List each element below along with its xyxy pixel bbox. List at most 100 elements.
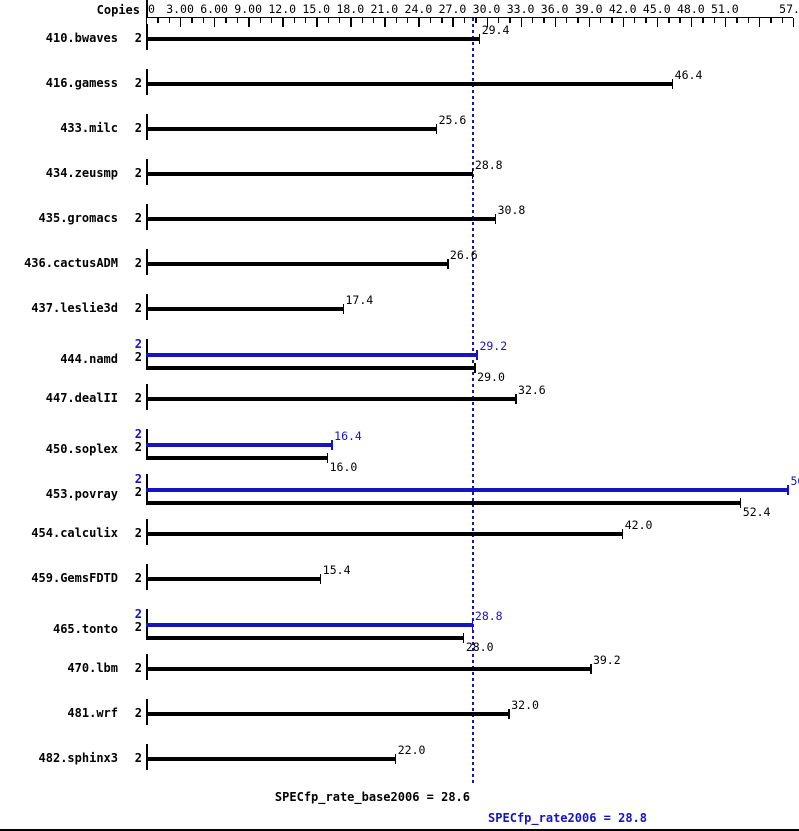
benchmark-name-459.GemsFDTD: 459.GemsFDTD <box>31 571 118 585</box>
minor-tick-8 <box>236 18 239 23</box>
bar-base-433.milc <box>146 124 438 134</box>
benchmark-name-416.gamess: 416.gamess <box>45 76 118 90</box>
minor-tick-22 <box>395 18 398 23</box>
value-label-base-410.bwaves: 29.4 <box>481 23 510 37</box>
copies-value-410.bwaves-base: 2 <box>134 31 142 45</box>
bar-stem <box>146 307 344 311</box>
bar-stem <box>146 353 478 357</box>
copies-value-450.soplex-base: 2 <box>134 440 142 454</box>
benchmark-name-447.dealII: 447.dealII <box>45 391 118 405</box>
x-axis-label-6: 6.00 <box>200 2 228 16</box>
bar-end-cap <box>589 664 592 674</box>
value-label-base-416.gamess: 46.4 <box>674 68 703 82</box>
x-axis-line <box>146 17 793 19</box>
major-tick-0 <box>146 18 148 27</box>
bar-peak-444.namd <box>146 350 479 360</box>
copies-value-459.GemsFDTD-base: 2 <box>134 571 142 585</box>
copies-value-450.soplex-peak: 2 <box>134 427 142 441</box>
benchmark-row: 437.leslie3d 2 17.4 <box>0 293 799 339</box>
major-tick-48 <box>690 18 693 27</box>
bar-end-cap <box>471 169 474 179</box>
copies-value-434.zeusmp-base: 2 <box>134 166 142 180</box>
x-axis-label-33: 33.0 <box>506 2 535 16</box>
value-label-base-437.leslie3d: 17.4 <box>345 293 374 307</box>
copies-value-465.tonto-base: 2 <box>134 620 142 634</box>
copies-value-435.gromacs-base: 2 <box>134 211 142 225</box>
bar-base-437.leslie3d <box>146 304 345 314</box>
minor-tick-31 <box>497 18 500 23</box>
bar-stem <box>146 172 473 176</box>
bar-end-cap <box>474 363 476 373</box>
value-label-base-454.calculix: 42.0 <box>624 518 653 532</box>
minor-tick-25 <box>429 18 432 23</box>
major-tick-24 <box>418 18 420 27</box>
bar-end-cap <box>671 79 674 89</box>
value-label-base-447.dealII: 32.6 <box>518 383 546 397</box>
major-tick-51 <box>724 18 727 27</box>
minor-tick-10 <box>259 18 261 23</box>
value-label-base-453.povray: 52.4 <box>742 505 771 519</box>
benchmark-row: 465.tonto 2 28.8 2 28.0 <box>0 607 799 654</box>
bar-stem <box>146 37 480 41</box>
value-label-peak-444.namd: 29.2 <box>479 339 508 353</box>
minor-tick-26 <box>441 18 443 23</box>
minor-tick-56 <box>781 18 784 23</box>
major-tick-3 <box>180 18 182 27</box>
minor-tick-43 <box>634 18 636 23</box>
value-label-peak-465.tonto: 28.8 <box>474 609 503 623</box>
bar-base-435.gromacs <box>146 214 497 224</box>
minor-tick-2 <box>168 18 171 23</box>
bar-stem <box>146 217 496 221</box>
bar-stem <box>146 397 517 401</box>
benchmark-row: 435.gromacs 2 30.8 <box>0 203 799 249</box>
minor-tick-11 <box>270 18 273 23</box>
bar-stem <box>146 488 789 492</box>
x-axis-label-39: 39.0 <box>574 2 603 16</box>
bar-base-454.calculix <box>146 529 624 539</box>
minor-tick-1 <box>157 18 159 23</box>
bar-end-cap <box>462 633 465 643</box>
value-label-base-482.sphinx3: 22.0 <box>397 743 426 757</box>
benchmark-row: 481.wrf 2 32.0 <box>0 698 799 744</box>
minor-tick-37 <box>565 18 568 23</box>
bar-stem <box>146 757 396 761</box>
minor-tick-41 <box>611 18 613 23</box>
minor-tick-7 <box>225 18 227 23</box>
value-label-base-444.namd: 29.0 <box>477 370 505 384</box>
bar-end-cap <box>739 498 742 508</box>
minor-tick-49 <box>702 18 704 23</box>
benchmark-name-470.lbm: 470.lbm <box>67 661 118 675</box>
copies-column-header: Copies <box>96 3 140 17</box>
benchmark-row: 410.bwaves 2 29.4 <box>0 23 799 69</box>
benchmark-row: 444.namd 2 29.2 2 29.0 <box>0 337 799 384</box>
x-axis-tick-labels: 0 3.00 6.00 9.00 12.0 15.0 18.0 21.0 24.0 27.0 30.… <box>0 2 799 16</box>
minor-tick-19 <box>361 18 364 23</box>
major-tick-18 <box>350 18 352 27</box>
minor-tick-20 <box>373 18 375 23</box>
copies-value-453.povray-base: 2 <box>134 485 142 499</box>
bar-end-cap <box>471 620 474 630</box>
benchmark-row: 416.gamess 2 46.4 <box>0 68 799 114</box>
major-tick-45 <box>656 18 659 27</box>
major-tick-57 <box>793 18 795 27</box>
bar-end-cap <box>476 350 479 360</box>
bar-end-cap <box>331 440 333 450</box>
bar-base-470.lbm <box>146 664 592 674</box>
bar-stem <box>146 712 510 716</box>
x-axis-label-12: 12.0 <box>268 2 297 16</box>
major-tick-54 <box>758 18 761 27</box>
x-axis-label-57: 57.0 <box>779 2 799 16</box>
y-axis-line <box>146 0 148 17</box>
x-axis-label-24: 24.0 <box>404 2 433 16</box>
major-tick-33 <box>520 18 522 27</box>
bar-stem <box>146 577 321 581</box>
bar-peak-465.tonto <box>146 620 474 630</box>
minor-tick-29 <box>475 18 477 23</box>
benchmark-row: 482.sphinx3 2 22.0 <box>0 743 799 789</box>
major-tick-42 <box>622 18 625 27</box>
bar-base-416.gamess <box>146 79 674 89</box>
benchmark-name-450.soplex: 450.soplex <box>45 442 118 456</box>
value-label-base-433.milc: 25.6 <box>438 113 467 127</box>
copies-value-454.calculix-base: 2 <box>134 526 142 540</box>
x-axis-label-27: 27.0 <box>438 2 467 16</box>
